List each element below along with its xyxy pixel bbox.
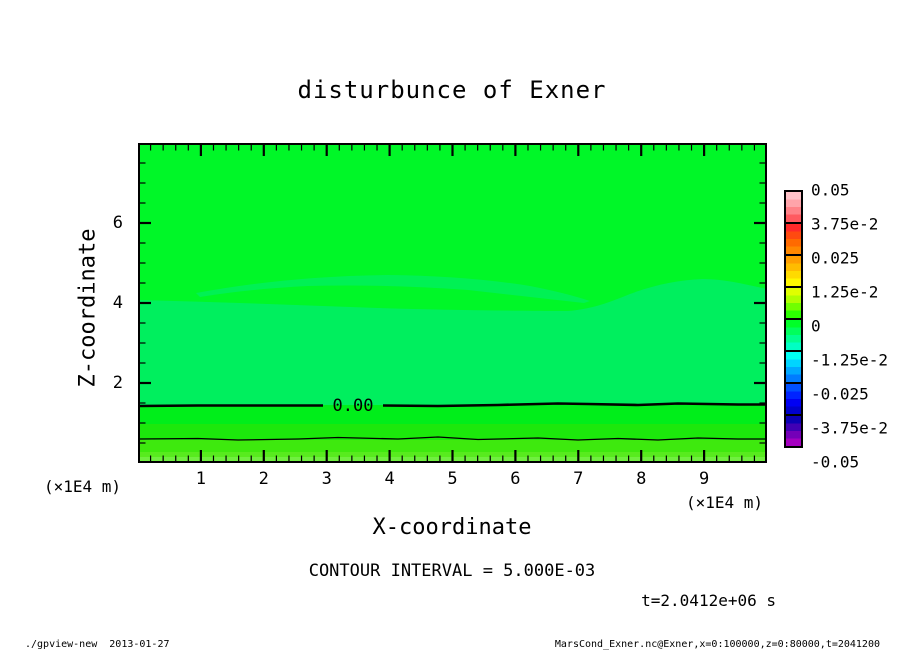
footer-program-stamp: ./gpview-new 2013-01-27 xyxy=(25,639,170,650)
footer-datasource-stamp: MarsCond_Exner.nc@Exner,x=0:100000,z=0:8… xyxy=(554,639,880,650)
colorbar-segment xyxy=(784,318,803,352)
colorbar-label: -0.05 xyxy=(811,452,860,472)
colorbar-segment xyxy=(784,414,803,448)
zero-contour-line-left xyxy=(138,404,323,408)
axis-ticks xyxy=(140,145,765,461)
colorbar-label: -3.75e-2 xyxy=(811,418,889,438)
x-tick-label: 6 xyxy=(510,469,521,489)
shade-band-3 xyxy=(138,424,767,440)
y-tick-label: 6 xyxy=(112,213,123,233)
thin-contour-line xyxy=(138,436,767,441)
zero-contour-label: 0.00 xyxy=(333,396,374,416)
y-tick-label: 4 xyxy=(112,293,123,313)
x-tick-label: 1 xyxy=(195,469,207,489)
plot-border xyxy=(138,143,767,463)
colorbar-label: -0.025 xyxy=(811,384,869,404)
colorbar-label: 1.25e-2 xyxy=(811,282,879,302)
y-axis-label: Z-coordinate xyxy=(75,228,101,388)
shade-band-4 xyxy=(138,440,767,452)
shade-upper-patch xyxy=(196,275,590,303)
contour-interval-text: CONTOUR INTERVAL = 5.000E-03 xyxy=(308,561,596,581)
contour-plot: 0.00 xyxy=(138,143,767,463)
colorbar-segment xyxy=(784,350,803,384)
x-tick-label: 2 xyxy=(258,469,269,489)
colorbar-label: 0 xyxy=(811,316,821,336)
colorbar-segment xyxy=(784,382,803,416)
x-axis-units: (×1E4 m) xyxy=(685,493,763,512)
x-tick-label: 9 xyxy=(698,469,710,489)
y-axis-units: (×1E4 m) xyxy=(44,477,122,496)
colorbar-label: 3.75e-2 xyxy=(811,214,879,234)
colorbar-segment xyxy=(784,222,803,256)
page-title: disturbunce of Exner xyxy=(297,76,607,104)
time-label: t=2.0412e+06 s xyxy=(641,591,776,610)
colorbar-label: -1.25e-2 xyxy=(811,350,889,370)
x-tick-label: 4 xyxy=(384,469,395,489)
zero-contour-line-right xyxy=(382,402,767,408)
x-tick-label: 7 xyxy=(573,469,584,489)
x-tick-label: 3 xyxy=(321,469,332,489)
colorbar xyxy=(784,190,803,464)
colorbar-label: 0.025 xyxy=(811,248,860,268)
y-tick-label: 2 xyxy=(112,373,123,393)
colorbar-label: 0.05 xyxy=(811,180,850,200)
shade-band-middle xyxy=(138,279,767,405)
colorbar-segment xyxy=(784,254,803,288)
colorbar-segment xyxy=(784,190,803,224)
shade-band-2 xyxy=(138,405,767,424)
x-tick-label: 5 xyxy=(447,469,458,489)
x-axis-label: X-coordinate xyxy=(372,515,532,540)
colorbar-segment xyxy=(784,286,803,320)
x-tick-label: 8 xyxy=(636,469,647,489)
